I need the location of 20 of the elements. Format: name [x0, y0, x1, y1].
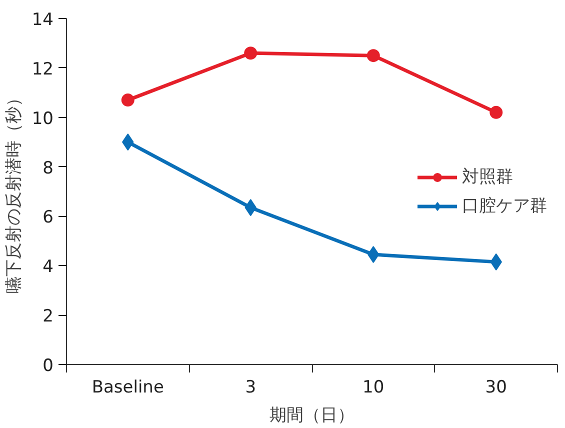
y-tick-label: 14 — [32, 10, 54, 30]
x-tick-label: 30 — [485, 378, 507, 398]
y-tick-label: 2 — [42, 306, 54, 327]
legend-label: 対照群 — [462, 166, 513, 188]
y-tick-label: 6 — [42, 208, 54, 228]
y-tick-label: 8 — [42, 158, 54, 178]
x-tick-label: 10 — [362, 378, 384, 398]
point — [121, 94, 134, 107]
x-tick-label: Baseline — [92, 378, 164, 398]
point — [244, 46, 258, 60]
y-tick-label: 0 — [42, 356, 54, 376]
legend-label: 口腔ケア群 — [462, 195, 547, 217]
point — [366, 49, 380, 62]
y-axis-title: 嚥下反射の反射潜時（秒） — [4, 90, 24, 294]
point — [490, 106, 503, 119]
y-tick-label: 4 — [42, 257, 54, 278]
y-tick-label: 12 — [32, 59, 54, 80]
x-tick-label: 3 — [245, 378, 256, 398]
y-tick-label: 10 — [32, 108, 54, 129]
x-axis-title: 期間（日） — [270, 406, 354, 426]
